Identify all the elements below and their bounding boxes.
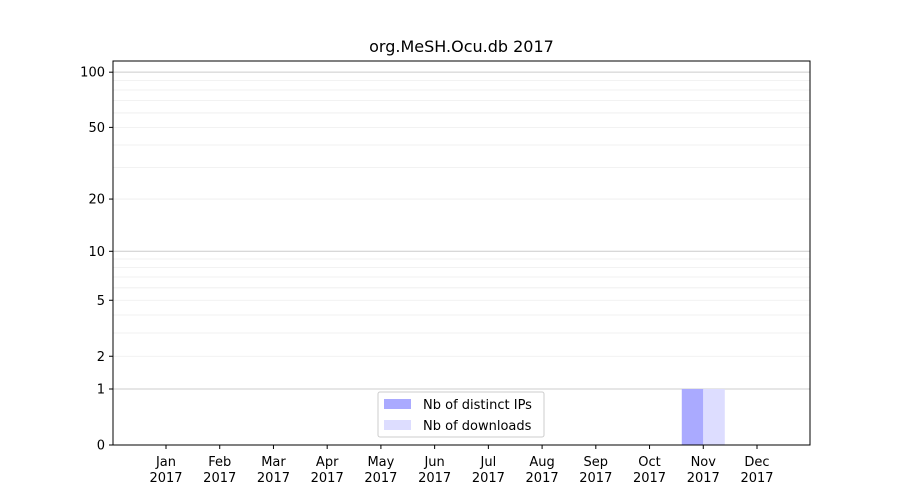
x-tick-label-month: Apr: [316, 455, 339, 470]
y-tick-label: 50: [88, 121, 105, 136]
legend-swatch-downloads: [384, 420, 411, 430]
x-tick-label-year: 2017: [364, 471, 397, 486]
bar-nb-of-distinct-ips-nov: [681, 389, 704, 445]
x-tick-label-year: 2017: [311, 471, 344, 486]
x-tick-label-year: 2017: [687, 471, 720, 486]
y-tick-label: 2: [97, 350, 105, 365]
x-tick-label-month: Jul: [480, 455, 497, 470]
x-tick-label-year: 2017: [579, 471, 612, 486]
bars: [681, 389, 725, 445]
y-tick-label: 100: [80, 66, 105, 81]
x-tick-label-month: Jan: [155, 455, 176, 470]
x-tick-label-month: May: [367, 455, 394, 470]
chart-title: org.MeSH.Ocu.db 2017: [369, 37, 554, 56]
x-tick-label-year: 2017: [633, 471, 666, 486]
x-tick-label-month: Aug: [529, 455, 554, 470]
y-tick-label: 1: [97, 383, 105, 398]
y-tick-label: 10: [88, 245, 105, 260]
x-tick-label-year: 2017: [257, 471, 290, 486]
x-tick-label-year: 2017: [418, 471, 451, 486]
y-axis: 0 1 2 5 10 20 50 100: [80, 66, 113, 454]
x-tick-label-month: Nov: [691, 455, 717, 470]
x-tick-label-year: 2017: [472, 471, 505, 486]
x-axis: Jan2017Feb2017Mar2017Apr2017May2017Jun20…: [149, 445, 774, 486]
x-tick-label-year: 2017: [526, 471, 559, 486]
x-tick-label-year: 2017: [149, 471, 182, 486]
legend-label-distinct-ips: Nb of distinct IPs: [423, 398, 532, 413]
x-tick-label-month: Feb: [208, 455, 231, 470]
x-tick-label-month: Jun: [423, 455, 444, 470]
x-tick-label-month: Sep: [584, 455, 609, 470]
x-tick-label-month: Mar: [261, 455, 286, 470]
x-tick-label-year: 2017: [740, 471, 773, 486]
y-tick-label: 0: [97, 439, 105, 454]
grid: [113, 71, 810, 390]
y-tick-label: 20: [88, 193, 105, 208]
legend-box: [377, 391, 545, 438]
legend-label-downloads: Nb of downloads: [423, 419, 532, 434]
y-tick-label: 5: [97, 294, 105, 309]
legend: Nb of distinct IPs Nb of downloads: [377, 391, 545, 438]
plot-frame: [112, 60, 811, 446]
x-tick-label-month: Dec: [744, 455, 769, 470]
x-tick-label-year: 2017: [203, 471, 236, 486]
legend-swatch-distinct-ips: [384, 399, 411, 409]
bar-nb-of-downloads-nov: [703, 389, 725, 445]
x-tick-label-month: Oct: [638, 455, 660, 470]
